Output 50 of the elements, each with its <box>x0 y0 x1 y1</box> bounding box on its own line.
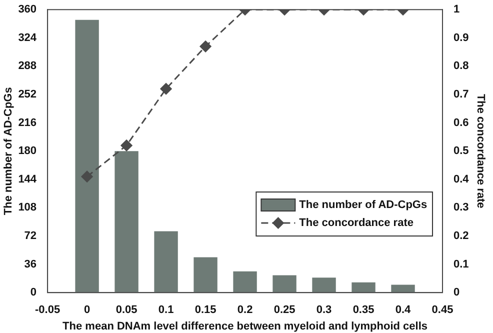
y2-tick-label: 0.9 <box>454 32 469 44</box>
y-tick-label: 0 <box>30 286 37 299</box>
x-tick-label: 0.2 <box>237 304 253 316</box>
point <box>120 140 132 152</box>
y2-tick-label: 1 <box>454 4 460 16</box>
y2-tick-label: 0.8 <box>454 60 469 72</box>
legend-label: The concordance rate <box>299 217 414 230</box>
y-tick-label: 72 <box>24 230 37 242</box>
y-tick-label: 144 <box>18 173 38 186</box>
x-tick-label: -0.05 <box>35 304 60 316</box>
y-tick-label: 288 <box>18 60 37 72</box>
bar <box>352 282 376 293</box>
x-axis-title: The mean DNAm level difference between myeloid and lymphoid cells <box>62 320 428 332</box>
x-tick-label: 0.3 <box>316 304 332 316</box>
x-tick-label: 0.25 <box>274 304 296 316</box>
y2-tick-label: 0.6 <box>454 116 469 129</box>
y2-tick-label: 0.3 <box>454 202 469 214</box>
bar <box>114 151 138 293</box>
bar <box>272 275 296 293</box>
y2-tick-label: 0.7 <box>454 88 469 101</box>
y-tick-label: 216 <box>18 116 37 129</box>
y-axis-title: The number of AD-CpGs <box>2 87 15 216</box>
y-tick-label: 108 <box>18 202 37 214</box>
point <box>81 170 93 182</box>
y2-tick-label: 0.1 <box>454 258 469 270</box>
x-tick-label: 0.4 <box>395 304 412 316</box>
legend-label: The number of AD-CpGs <box>299 199 428 212</box>
y2-tick-label: 0.4 <box>454 173 470 186</box>
point <box>160 83 172 95</box>
bar <box>312 278 336 293</box>
y-tick-label: 36 <box>24 258 37 270</box>
y2-tick-label: 0 <box>454 286 460 299</box>
bar <box>233 271 257 293</box>
y2-tick-label: 0.2 <box>454 230 469 242</box>
y-tick-label: 180 <box>18 145 37 158</box>
x-tick-label: 0.15 <box>194 304 216 316</box>
bar <box>391 284 415 293</box>
y-tick-label: 360 <box>18 4 37 16</box>
x-tick-label: 0.1 <box>158 304 174 316</box>
x-tick-label: 0 <box>84 304 90 316</box>
y-tick-label: 324 <box>18 32 38 44</box>
y-tick-label: 252 <box>18 88 37 101</box>
y2-axis-title: The concordance rate <box>474 94 486 208</box>
bar <box>194 257 218 293</box>
y2-tick-label: 0.5 <box>454 145 469 158</box>
bar <box>75 20 99 293</box>
x-tick-label: 0.45 <box>432 304 454 316</box>
x-tick-label: 0.05 <box>116 304 138 316</box>
x-tick-label: 0.35 <box>352 304 374 316</box>
bar <box>154 231 178 293</box>
